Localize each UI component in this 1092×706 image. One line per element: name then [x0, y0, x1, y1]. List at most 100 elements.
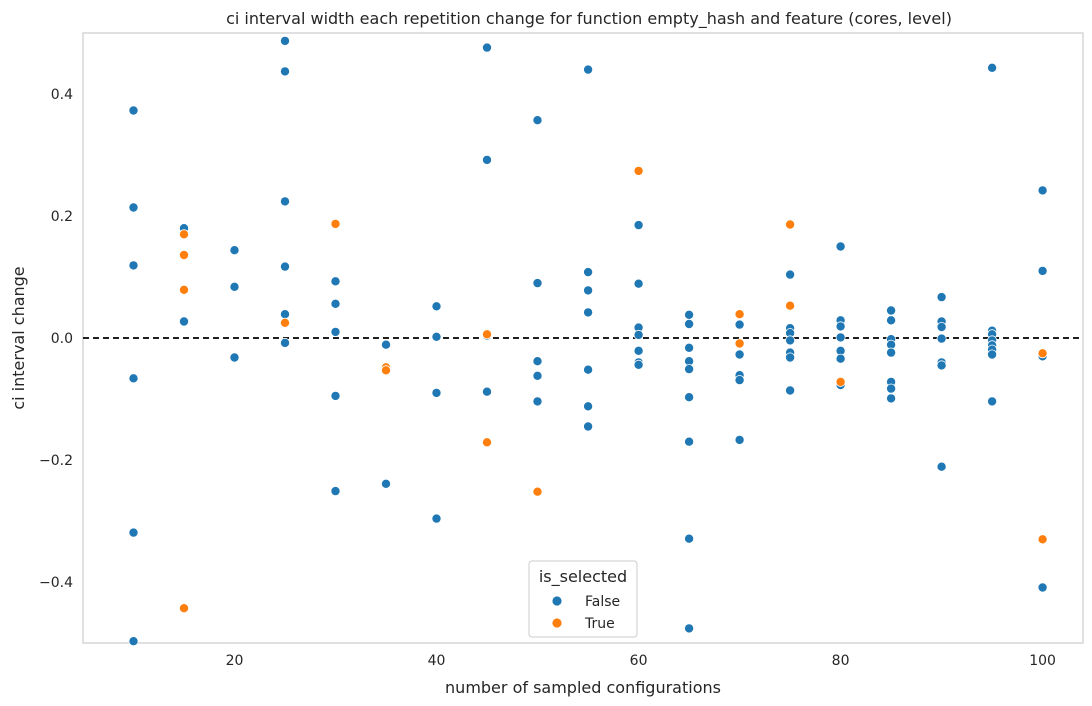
- data-point-false-65: [785, 269, 796, 280]
- data-point-false-25: [431, 331, 442, 342]
- data-point-false-9: [229, 281, 240, 292]
- data-point-false-93: [936, 461, 947, 472]
- data-point-false-15: [279, 309, 290, 320]
- data-point-false-34: [532, 356, 543, 367]
- data-point-false-105: [1037, 582, 1048, 593]
- points-layer: [128, 35, 1048, 647]
- data-point-false-14: [279, 261, 290, 272]
- data-point-false-17: [330, 276, 341, 287]
- data-point-true-9: [481, 437, 492, 448]
- data-point-false-40: [583, 307, 594, 318]
- data-point-false-38: [583, 267, 594, 278]
- y-tick-label-3: 0.2: [51, 209, 73, 225]
- data-point-false-64: [734, 434, 745, 445]
- data-point-true-12: [734, 309, 745, 320]
- data-point-false-58: [684, 533, 695, 544]
- data-point-false-1: [128, 202, 139, 213]
- data-point-false-2: [128, 260, 139, 271]
- data-point-false-74: [835, 321, 846, 332]
- y-tick-labels: −0.4 −0.2 0.0 0.2 0.4: [39, 87, 73, 591]
- data-point-false-41: [583, 364, 594, 375]
- data-point-false-29: [481, 154, 492, 165]
- data-point-false-10: [229, 352, 240, 363]
- data-point-false-43: [583, 421, 594, 432]
- data-point-false-86: [886, 393, 897, 404]
- x-axis-label: number of sampled configurations: [445, 678, 721, 697]
- data-point-false-26: [431, 387, 442, 398]
- data-point-false-32: [532, 115, 543, 126]
- data-point-true-7: [380, 365, 391, 376]
- data-point-false-77: [835, 353, 846, 364]
- x-tick-label-100: 100: [1029, 653, 1056, 669]
- data-point-true-11: [633, 165, 644, 176]
- legend: is_selected False True: [528, 560, 638, 638]
- data-point-true-3: [178, 603, 189, 614]
- data-point-false-52: [684, 318, 695, 329]
- x-tick-label-80: 80: [832, 653, 850, 669]
- y-tick-label-1: −0.2: [39, 453, 73, 469]
- data-point-false-12: [279, 66, 290, 77]
- data-point-false-70: [785, 352, 796, 363]
- data-point-false-31: [481, 386, 492, 397]
- data-point-false-50: [633, 359, 644, 370]
- data-point-false-11: [279, 35, 290, 46]
- data-point-false-90: [936, 333, 947, 344]
- data-point-true-16: [835, 376, 846, 387]
- legend-marker-true: [551, 617, 563, 629]
- data-point-false-18: [330, 298, 341, 309]
- x-tick-label-40: 40: [428, 653, 446, 669]
- legend-title: is_selected: [539, 567, 627, 587]
- data-point-false-100: [987, 349, 998, 360]
- data-point-false-68: [785, 335, 796, 346]
- data-point-false-85: [886, 383, 897, 394]
- data-point-false-19: [330, 326, 341, 337]
- data-point-false-23: [380, 478, 391, 489]
- data-point-false-87: [936, 292, 947, 303]
- data-point-true-1: [178, 249, 189, 260]
- data-point-true-17: [1037, 348, 1048, 359]
- legend-label-false: False: [585, 594, 620, 610]
- legend-label-true: True: [584, 616, 615, 632]
- data-point-false-80: [886, 315, 897, 326]
- data-point-false-27: [431, 513, 442, 524]
- data-point-false-37: [583, 64, 594, 75]
- data-point-false-3: [128, 373, 139, 384]
- data-point-false-47: [633, 329, 644, 340]
- data-point-true-5: [330, 218, 341, 229]
- chart-title: ci interval width each repetition change…: [226, 9, 952, 29]
- data-point-true-18: [1037, 534, 1048, 545]
- x-tick-labels: 20 40 60 80 100: [226, 653, 1056, 669]
- data-point-true-14: [785, 219, 796, 230]
- data-point-false-101: [987, 396, 998, 407]
- data-point-false-20: [330, 390, 341, 401]
- data-point-false-83: [886, 347, 897, 358]
- data-point-false-21: [330, 486, 341, 497]
- data-point-false-8: [229, 245, 240, 256]
- data-point-false-53: [684, 342, 695, 353]
- data-point-false-57: [684, 436, 695, 447]
- data-point-false-42: [583, 401, 594, 412]
- y-axis-label: ci interval change: [9, 266, 28, 409]
- data-point-true-15: [785, 300, 796, 311]
- data-point-true-13: [734, 338, 745, 349]
- data-point-false-33: [532, 278, 543, 289]
- data-point-false-24: [431, 301, 442, 312]
- data-point-false-92: [936, 360, 947, 371]
- data-point-true-10: [532, 486, 543, 497]
- data-point-false-5: [128, 636, 139, 647]
- data-point-false-63: [734, 375, 745, 386]
- x-tick-label-20: 20: [226, 653, 244, 669]
- data-point-false-36: [532, 396, 543, 407]
- data-point-false-75: [835, 332, 846, 343]
- y-tick-label-0: −0.4: [39, 575, 73, 591]
- data-point-false-71: [785, 385, 796, 396]
- data-point-false-102: [1037, 185, 1048, 196]
- data-point-false-61: [734, 349, 745, 360]
- data-point-false-89: [936, 321, 947, 332]
- data-point-false-59: [684, 623, 695, 634]
- data-point-false-72: [835, 241, 846, 252]
- data-point-false-35: [532, 370, 543, 381]
- data-point-false-94: [987, 62, 998, 73]
- data-point-false-16: [279, 337, 290, 348]
